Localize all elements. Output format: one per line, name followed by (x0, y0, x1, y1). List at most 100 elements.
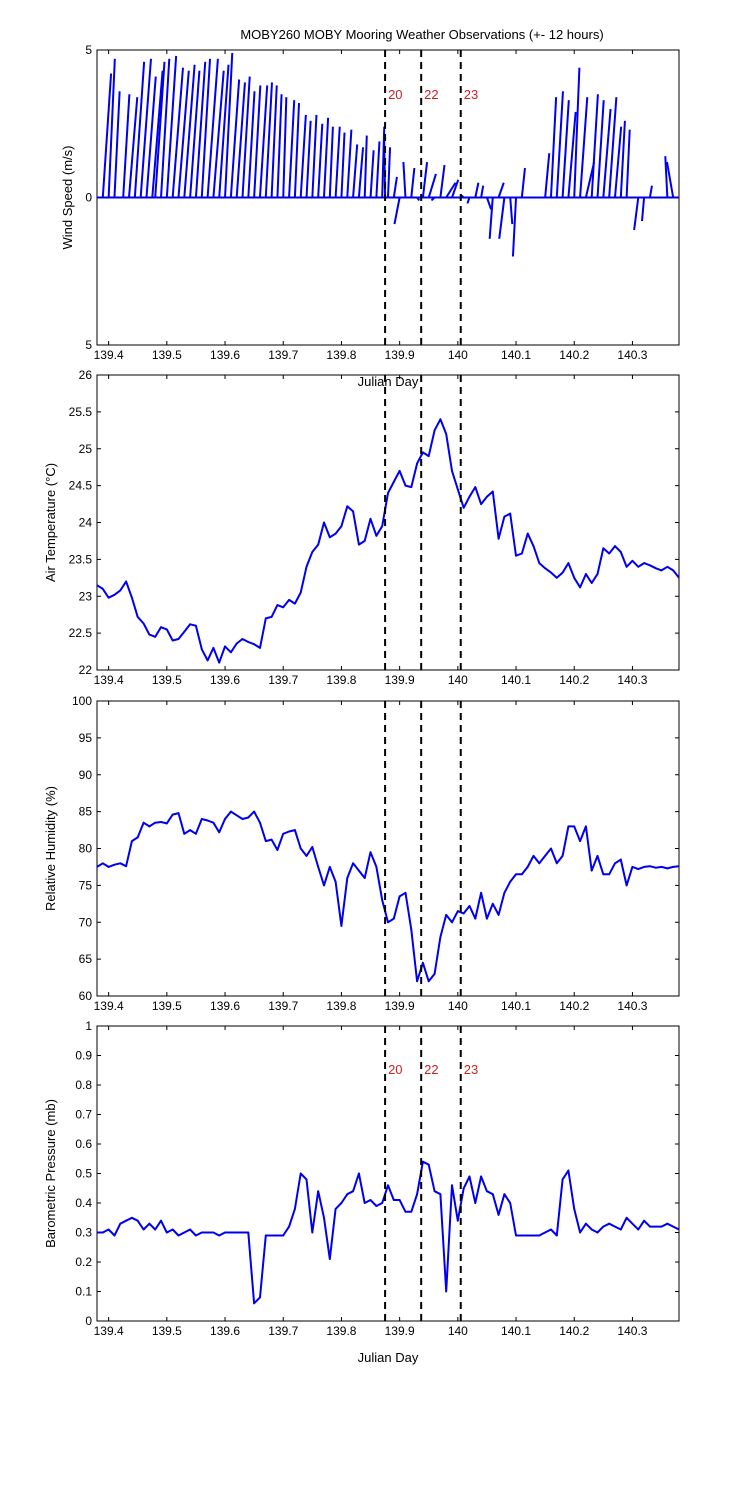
y-tick-label: 23 (79, 589, 93, 603)
data-point (462, 912, 465, 915)
data-point (672, 866, 675, 868)
data-point (503, 891, 506, 894)
wind-vector (145, 76, 157, 198)
data-point (282, 1234, 285, 1237)
wind-vector (430, 196, 436, 202)
wind-vector (311, 114, 318, 198)
data-point (561, 1178, 564, 1181)
data-point (520, 1234, 523, 1237)
x-tick-label: 140.3 (617, 999, 647, 1013)
x-tick-label: 139.5 (152, 673, 182, 687)
data-point (288, 599, 290, 601)
wind-vector (253, 85, 262, 198)
data-point (259, 821, 261, 824)
wind-vector (402, 162, 407, 198)
data-point (125, 1219, 127, 1222)
data-point (229, 651, 232, 654)
wind-vector (101, 73, 113, 198)
data-point (340, 1202, 343, 1204)
data-point (189, 623, 192, 626)
data-point (398, 895, 401, 898)
data-point (107, 596, 110, 599)
data-point (474, 917, 477, 920)
x-tick-label: 140.1 (501, 999, 531, 1013)
y-tick-label: 65 (79, 952, 93, 966)
y-tick-label: 75 (79, 878, 93, 892)
data-point (526, 1234, 529, 1237)
x-tick-label: 140.2 (559, 348, 589, 362)
wind-vector (363, 135, 368, 198)
wind-vector (625, 129, 631, 198)
data-point (503, 515, 506, 518)
data-point (462, 506, 465, 509)
data-point (654, 567, 657, 570)
y-tick-label: 0.7 (75, 1108, 92, 1122)
data-point (387, 492, 389, 494)
data-point (666, 867, 669, 870)
wind-vector (229, 79, 241, 198)
data-point (532, 545, 535, 547)
data-point (171, 1228, 174, 1231)
data-point (293, 1208, 296, 1210)
data-point (590, 869, 593, 872)
data-point (509, 512, 512, 515)
data-point (433, 429, 436, 432)
data-point (643, 1219, 645, 1222)
data-point (480, 891, 483, 894)
data-point (579, 586, 581, 589)
data-point (293, 602, 296, 605)
data-point (573, 576, 576, 579)
x-tick-label: 139.5 (152, 999, 182, 1013)
data-point (515, 1234, 517, 1237)
data-point (154, 1228, 157, 1231)
data-point (573, 1208, 576, 1210)
wind-vector (165, 55, 178, 198)
data-point (160, 1219, 162, 1222)
data-point (416, 462, 418, 465)
data-point (381, 899, 384, 902)
y-tick-label: 24 (79, 516, 93, 530)
wind-vector (276, 94, 283, 198)
wind-vector (608, 97, 618, 198)
data-point (247, 1231, 250, 1234)
data-point (177, 638, 180, 640)
data-point (259, 1296, 261, 1299)
event-line-label: 23 (464, 87, 478, 102)
data-point (631, 559, 634, 562)
wind-vector (200, 58, 212, 198)
data-point (218, 1234, 221, 1237)
data-point (224, 645, 226, 648)
wind-vector (194, 61, 207, 198)
data-point (113, 593, 116, 596)
data-point (509, 880, 512, 883)
wind-vector (549, 97, 558, 198)
data-point (439, 418, 442, 421)
data-point (363, 877, 366, 879)
data-point (649, 865, 651, 868)
x-tick-label: 139.8 (326, 1324, 356, 1338)
data-point (212, 646, 215, 649)
data-point (538, 862, 541, 865)
data-point (387, 921, 389, 924)
data-point (526, 532, 529, 535)
data-point (631, 866, 634, 868)
data-point (584, 573, 587, 576)
y-axis-label: Relative Humidity (%) (43, 786, 58, 911)
data-point (637, 1228, 640, 1231)
data-point (264, 1234, 267, 1237)
wind-vector (410, 167, 416, 198)
data-point (451, 1184, 453, 1187)
data-point (235, 814, 238, 817)
wind-vector (346, 129, 353, 198)
y-tick-label: 60 (79, 989, 93, 1003)
data-point (107, 866, 110, 868)
wind-vector (480, 185, 485, 198)
data-point (520, 873, 523, 876)
data-point (445, 1290, 448, 1293)
y-axis-label: Wind Speed (m/s) (60, 145, 75, 249)
data-point (596, 854, 599, 857)
data-point (550, 1228, 552, 1231)
data-point (561, 571, 564, 574)
data-point (212, 821, 215, 824)
data-point (97, 1231, 98, 1234)
